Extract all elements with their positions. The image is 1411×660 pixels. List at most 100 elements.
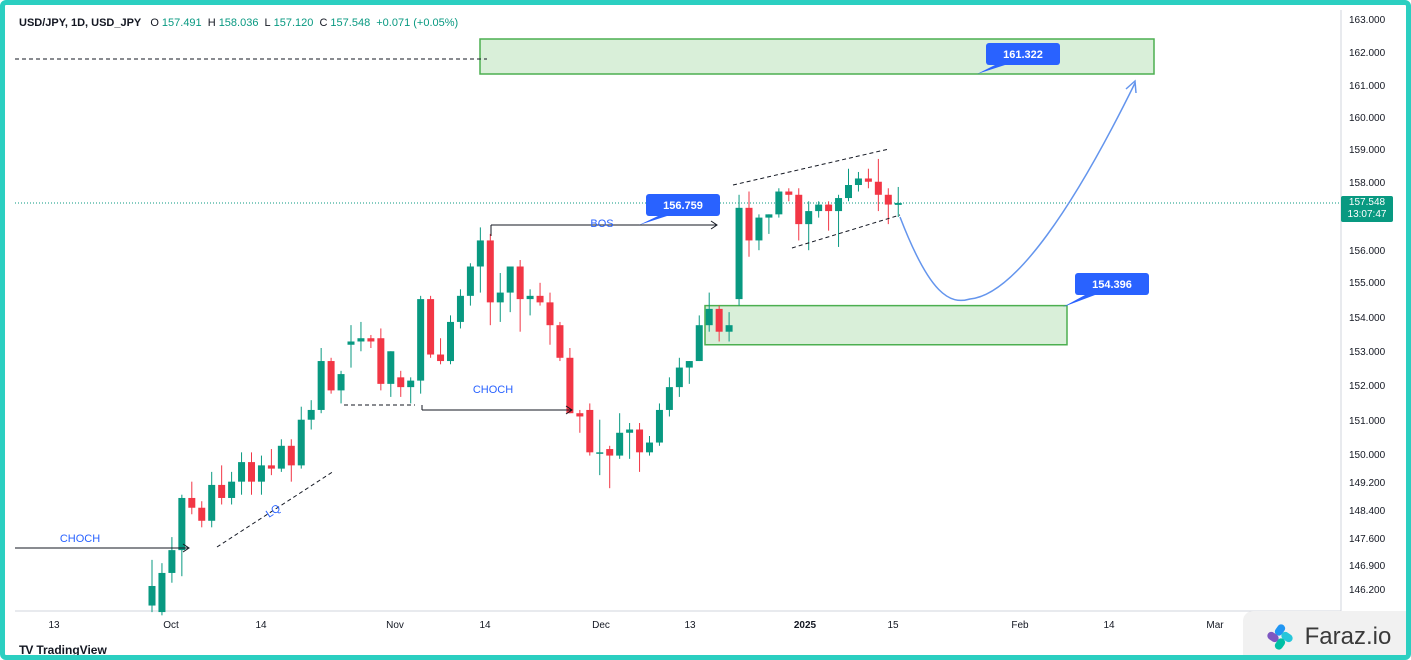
x-tick-label: Mar [1206, 620, 1224, 631]
candle-body [208, 484, 216, 521]
candle-body [556, 325, 564, 358]
y-tick-label: 153.000 [1349, 347, 1386, 358]
candle-body [317, 361, 325, 410]
x-tick-label: 2025 [794, 620, 817, 631]
faraz-badge[interactable]: Faraz.io [1243, 611, 1406, 655]
candle-body [566, 357, 574, 414]
y-tick-label: 160.000 [1349, 113, 1386, 124]
candle-body [785, 191, 793, 195]
candle-body [665, 387, 673, 410]
candle-countdown: 13:07:47 [1347, 209, 1387, 220]
candle-body [168, 550, 176, 573]
candle-body [735, 207, 743, 300]
low-value: 157.120 [273, 17, 314, 29]
y-tick-label: 162.000 [1349, 48, 1386, 59]
structure-annotation: LQ [264, 502, 283, 520]
structure-annotation: CHOCH [60, 533, 100, 545]
candle-body [228, 481, 236, 498]
bos-arrowhead [710, 220, 718, 230]
projected-path [899, 82, 1136, 302]
candle-body [387, 351, 395, 384]
y-tick-label: 159.000 [1349, 145, 1386, 156]
candle-body [576, 413, 584, 417]
x-tick-label: Feb [1011, 620, 1029, 631]
open-value: 157.491 [161, 17, 202, 29]
candle-body [655, 409, 663, 443]
y-tick-label: 149.200 [1349, 478, 1386, 489]
candle-body [685, 361, 693, 368]
candle-body [277, 445, 285, 469]
y-tick-label: 146.900 [1349, 561, 1386, 572]
y-tick-label: 152.000 [1349, 381, 1386, 392]
candle-body [476, 240, 484, 267]
price-chart[interactable]: 163.000 162.000 161.000 160.000 159.000 158.0… [5, 5, 1406, 655]
candle-body [795, 194, 803, 225]
x-tick-label: 14 [255, 620, 267, 631]
x-tick-label: 13 [48, 620, 60, 631]
candle-body [616, 432, 624, 456]
candle-body [327, 361, 335, 391]
demand-zone [704, 304, 1068, 346]
x-tick-label: 15 [887, 620, 899, 631]
x-tick-label: Oct [163, 620, 179, 631]
candle-body [257, 465, 265, 482]
candle-body [725, 325, 733, 332]
y-tick-label: 155.000 [1349, 278, 1386, 289]
channel-lower-line [791, 214, 901, 249]
candle-body [874, 181, 882, 195]
candle-body [267, 465, 275, 469]
candle-body [238, 462, 246, 482]
candle-body [347, 341, 355, 345]
faraz-logo-icon [1267, 624, 1293, 650]
candle-body [765, 214, 773, 218]
candle-body [337, 374, 345, 391]
candle-body [536, 295, 544, 303]
high-key: H [207, 17, 216, 29]
candle-body [427, 299, 435, 355]
candle-body [705, 308, 713, 326]
candle-body [506, 266, 514, 293]
y-tick-label: 156.000 [1349, 246, 1386, 257]
candle-body [248, 462, 255, 482]
x-tick-label: 14 [479, 620, 491, 631]
candle-body [646, 442, 653, 453]
candle-body [854, 178, 862, 186]
candle-body [526, 295, 534, 300]
x-tick-label: Nov [386, 620, 404, 631]
candle-body [695, 325, 703, 362]
y-tick-label: 161.000 [1349, 81, 1386, 92]
candle-body [188, 497, 196, 508]
candle-body [466, 266, 474, 296]
candle-body [407, 380, 415, 388]
price-label-box [1075, 273, 1149, 295]
candle-body [606, 449, 614, 456]
price-label-tail [977, 65, 1005, 74]
candle-body [864, 178, 872, 182]
tradingview-logo[interactable]: TV TradingView [19, 643, 107, 657]
tradingview-text: TradingView [36, 643, 107, 657]
candle-body [218, 484, 226, 498]
tradingview-mark-icon: TV [19, 643, 33, 657]
candle-body [417, 299, 425, 381]
candle-body [367, 338, 375, 342]
low-key: L [264, 17, 271, 29]
candle-body [158, 572, 166, 613]
price-label-box [646, 194, 720, 216]
candle-body [496, 292, 504, 303]
change-value: +0.071 (+0.05%) [376, 17, 459, 29]
projected-path-arrowhead [1125, 79, 1137, 94]
candle-body [636, 429, 644, 453]
y-tick-label: 151.000 [1349, 416, 1386, 427]
current-price: 157.548 [1348, 197, 1386, 208]
candle-body [437, 354, 445, 362]
price-label-tail [1063, 295, 1095, 307]
y-tick-label: 150.000 [1349, 450, 1386, 461]
price-label-text: 156.759 [663, 200, 703, 212]
candle-body [546, 302, 554, 326]
candle-body [825, 204, 833, 212]
current-price-tag: 157.548 13:07:47 [1341, 196, 1393, 222]
choch-arrowhead-2 [565, 405, 573, 415]
candle-body [178, 497, 186, 551]
candle-body [586, 409, 594, 453]
candle-body [805, 211, 813, 225]
